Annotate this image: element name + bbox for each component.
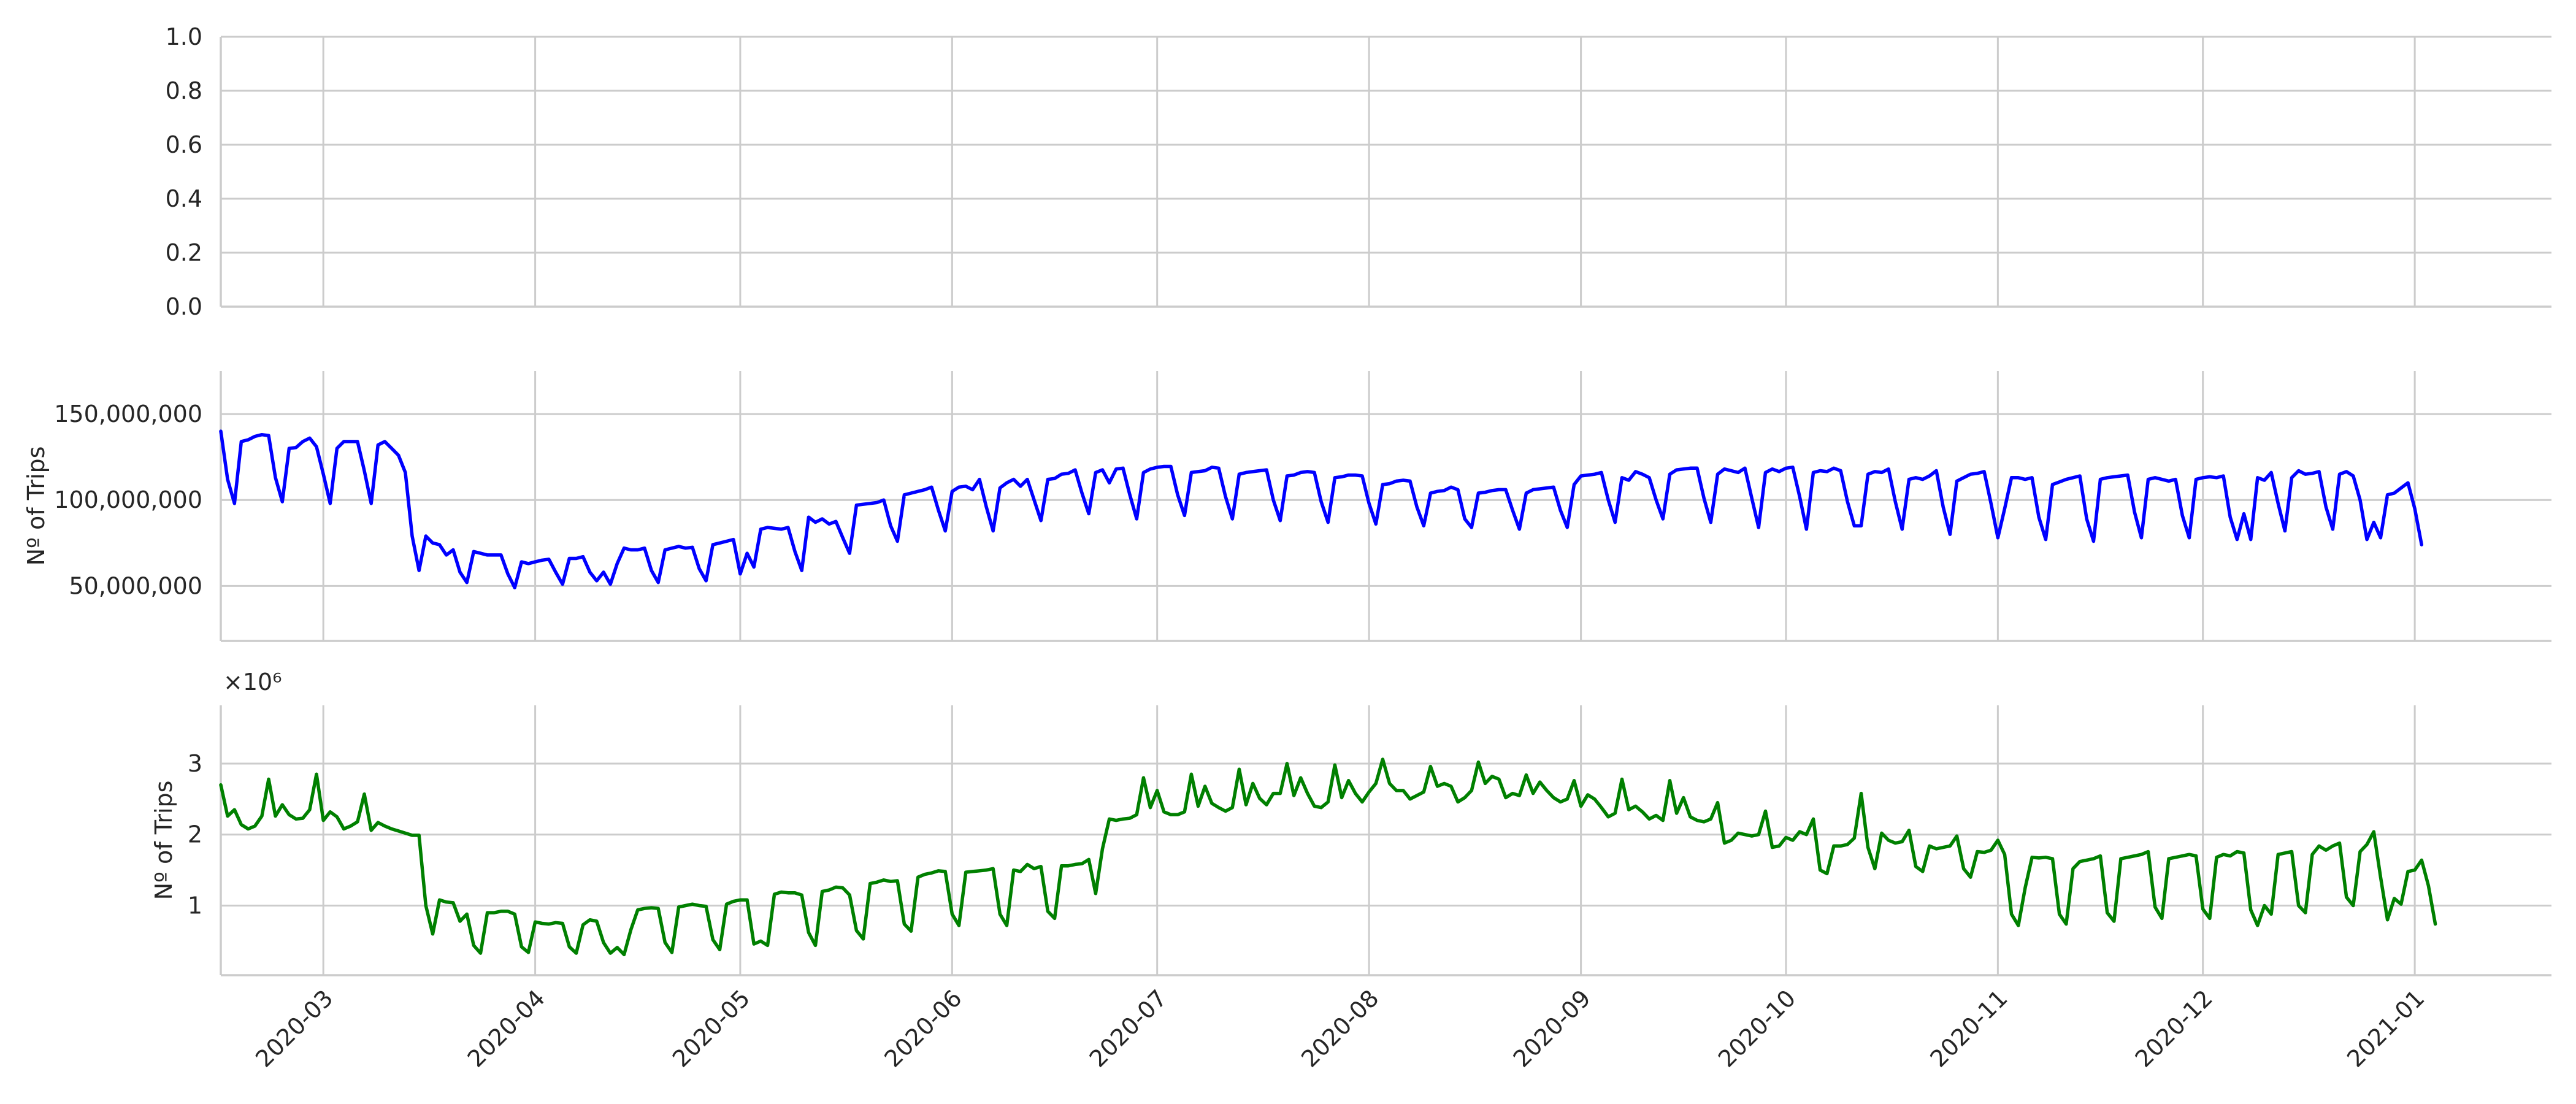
- bottom-panel: 1 2 3 Nº of Trips ×10⁶: [150, 669, 2551, 976]
- y-tick-label: 0.4: [166, 185, 202, 212]
- x-tick-label: 2020-11: [1925, 984, 2012, 1072]
- y-tick-label: 150,000,000: [54, 401, 202, 427]
- top-panel: 0.0 0.2 0.4 0.6 0.8 1.0: [166, 23, 2551, 320]
- x-tick-label: 2020-07: [1084, 984, 1172, 1072]
- middle-panel: 50,000,000 100,000,000 150,000,000 Nº of T…: [23, 371, 2551, 642]
- x-tick-label: 2020-10: [1713, 984, 1801, 1072]
- x-tick-label: 2020-06: [879, 984, 967, 1072]
- x-tick-label: 2020-12: [2130, 984, 2218, 1072]
- top-panel-spines: [220, 37, 2551, 308]
- x-tick-label: 2020-03: [250, 984, 338, 1072]
- y-tick-label: 2: [188, 821, 202, 848]
- top-panel-grid: [221, 36, 2551, 308]
- series-line: [219, 757, 2437, 957]
- y-tick-label: 50,000,000: [69, 572, 202, 599]
- y-tick-label: 0.6: [166, 131, 202, 158]
- y-tick-label: 100,000,000: [54, 486, 202, 513]
- bottom-panel-y-ticks: 1 2 3: [188, 750, 202, 919]
- y-tick-label: 0.8: [166, 77, 202, 104]
- bottom-panel-spines: [220, 705, 2551, 976]
- x-tick-label: 2020-09: [1508, 984, 1596, 1072]
- y-tick-label: 0.2: [166, 239, 202, 266]
- top-panel-y-ticks: 0.0 0.2 0.4 0.6 0.8 1.0: [166, 23, 202, 320]
- y-tick-label: 1.0: [166, 23, 202, 50]
- middle-panel-y-axis-label: Nº of Trips: [23, 447, 50, 566]
- y-tick-label: 3: [188, 750, 202, 777]
- x-tick-label: 2021-01: [2342, 984, 2429, 1072]
- shared-x-axis-ticks: 2020-03 2020-04 2020-05 2020-06 2020-07 2020-…: [250, 984, 2429, 1072]
- middle-panel-spines: [220, 371, 2551, 642]
- middle-panel-series: [219, 429, 2424, 589]
- series-line: [219, 429, 2424, 589]
- bottom-panel-grid: [221, 705, 2551, 975]
- bottom-panel-y-axis-label: Nº of Trips: [150, 781, 177, 900]
- middle-panel-grid: [221, 371, 2551, 641]
- x-tick-label: 2020-04: [462, 984, 550, 1072]
- middle-panel-y-ticks: 50,000,000 100,000,000 150,000,000: [54, 401, 202, 599]
- bottom-panel-y-offset-label: ×10⁶: [223, 669, 282, 696]
- y-tick-label: 0.0: [166, 293, 202, 320]
- x-tick-label: 2020-08: [1296, 984, 1384, 1072]
- x-tick-label: 2020-05: [667, 984, 755, 1072]
- y-tick-label: 1: [188, 892, 202, 919]
- bottom-panel-series: [219, 757, 2437, 957]
